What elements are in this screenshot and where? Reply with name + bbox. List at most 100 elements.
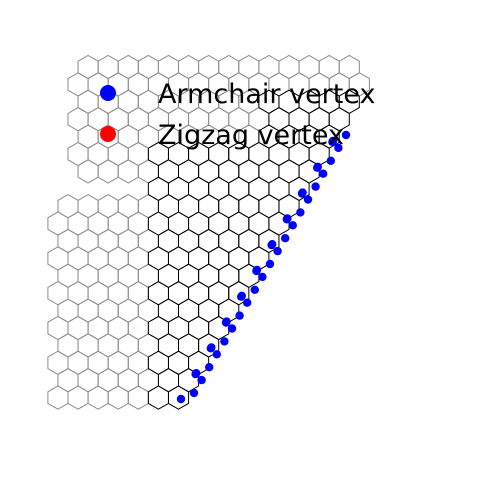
outer-hexagon (57, 298, 79, 323)
outer-hexagon (67, 141, 89, 167)
armchair-vertex-marker (189, 388, 199, 398)
inner-hexagon (258, 159, 280, 184)
inner-hexagon (157, 298, 179, 323)
armchair-vertex-marker (252, 266, 261, 276)
outer-hexagon (97, 228, 119, 254)
inner-hexagon (167, 315, 190, 341)
outer-hexagon (47, 246, 69, 271)
inner-hexagon (228, 246, 250, 271)
outer-hexagon (117, 54, 139, 80)
outer-hexagon (57, 368, 79, 393)
inner-hexagon (198, 159, 220, 184)
outer-hexagon (137, 54, 159, 80)
outer-hexagon (117, 333, 139, 358)
outer-hexagon (127, 315, 149, 341)
outer-hexagon (87, 246, 109, 271)
inner-hexagon (157, 263, 179, 288)
outer-hexagon (97, 333, 119, 358)
outer-hexagon (97, 298, 119, 323)
armchair-vertex-marker (328, 137, 337, 147)
inner-hexagon (147, 350, 169, 375)
armchair-vertex-marker (235, 311, 244, 320)
legend-armchair-label: Armchair vertex (158, 79, 375, 110)
inner-hexagon (167, 176, 190, 201)
armchair-vertex-marker (191, 369, 200, 379)
outer-hexagon (77, 228, 99, 254)
inner-hexagon (157, 194, 179, 219)
outer-hexagon (107, 385, 129, 410)
armchair-vertex-marker (227, 324, 237, 333)
outer-hexagon (178, 54, 200, 80)
outer-hexagon (137, 228, 159, 254)
inner-hexagon (208, 246, 230, 271)
outer-hexagon (67, 72, 89, 97)
outer-hexagon (127, 211, 149, 236)
outer-hexagon (107, 211, 129, 236)
armchair-vertex-marker (297, 189, 307, 198)
outer-hexagon (137, 89, 159, 114)
inner-hexagon (157, 228, 179, 254)
inner-hexagon (178, 298, 200, 323)
armchair-vertex-marker (197, 375, 206, 385)
inner-hexagon (218, 159, 240, 184)
armchair-vertex-marker (237, 292, 246, 301)
outer-hexagon (107, 350, 129, 375)
inner-hexagon (167, 385, 190, 410)
armchair-vertex-marker (267, 240, 276, 250)
legend-zigzag-marker (100, 126, 116, 142)
outer-hexagon (117, 263, 139, 288)
inner-hexagon (218, 228, 240, 254)
armchair-vertex-marker (205, 363, 214, 372)
outer-hexagon (137, 298, 159, 323)
inner-hexagon (198, 263, 220, 288)
outer-hexagon (77, 368, 99, 393)
outer-hexagon (77, 54, 99, 80)
inner-hexagon (157, 159, 179, 184)
inner-hexagon (188, 315, 210, 341)
outer-hexagon (97, 194, 119, 219)
inner-hexagon (238, 159, 260, 184)
outer-hexagon (97, 368, 119, 393)
outer-hexagon (107, 281, 129, 306)
outer-hexagon (137, 124, 159, 149)
outer-hexagon (77, 298, 99, 323)
outer-hexagon (127, 72, 149, 97)
outer-hexagon (137, 333, 159, 358)
armchair-vertex-marker (176, 394, 186, 404)
outer-hexagon (77, 159, 99, 184)
inner-hexagon (218, 263, 240, 288)
outer-hexagon (87, 385, 109, 410)
inner-hexagon (188, 176, 210, 201)
armchair-vertex-marker (243, 298, 252, 307)
inner-hexagon (208, 176, 230, 201)
outer-hexagon (298, 54, 320, 80)
armchair-vertex-marker (273, 246, 282, 256)
outer-hexagon (57, 228, 79, 254)
inner-lattice-hexagons (147, 89, 360, 410)
inner-hexagon (248, 176, 270, 201)
inner-hexagon (218, 194, 240, 219)
outer-hexagon (47, 385, 69, 410)
inner-hexagon (167, 246, 190, 271)
inner-hexagon (268, 176, 290, 201)
armchair-vertex-marker (221, 318, 231, 327)
inner-hexagon (188, 211, 210, 236)
armchair-vertex-marker (281, 234, 290, 243)
outer-hexagon (107, 315, 129, 341)
outer-hexagon (67, 315, 89, 341)
inner-hexagon (167, 350, 190, 375)
inner-hexagon (188, 281, 210, 306)
inner-hexagon (167, 281, 190, 306)
outer-hexagon (218, 54, 240, 80)
outer-hexagon (127, 107, 149, 132)
outer-hexagon (117, 228, 139, 254)
inner-hexagon (198, 194, 220, 219)
outer-hexagon (77, 89, 99, 114)
inner-hexagon (147, 315, 169, 341)
outer-hexagon (47, 281, 69, 306)
armchair-vertex-marker (303, 195, 313, 204)
outer-hexagon (137, 159, 159, 184)
armchair-vertex-marker (311, 182, 320, 191)
outer-hexagon (77, 333, 99, 358)
